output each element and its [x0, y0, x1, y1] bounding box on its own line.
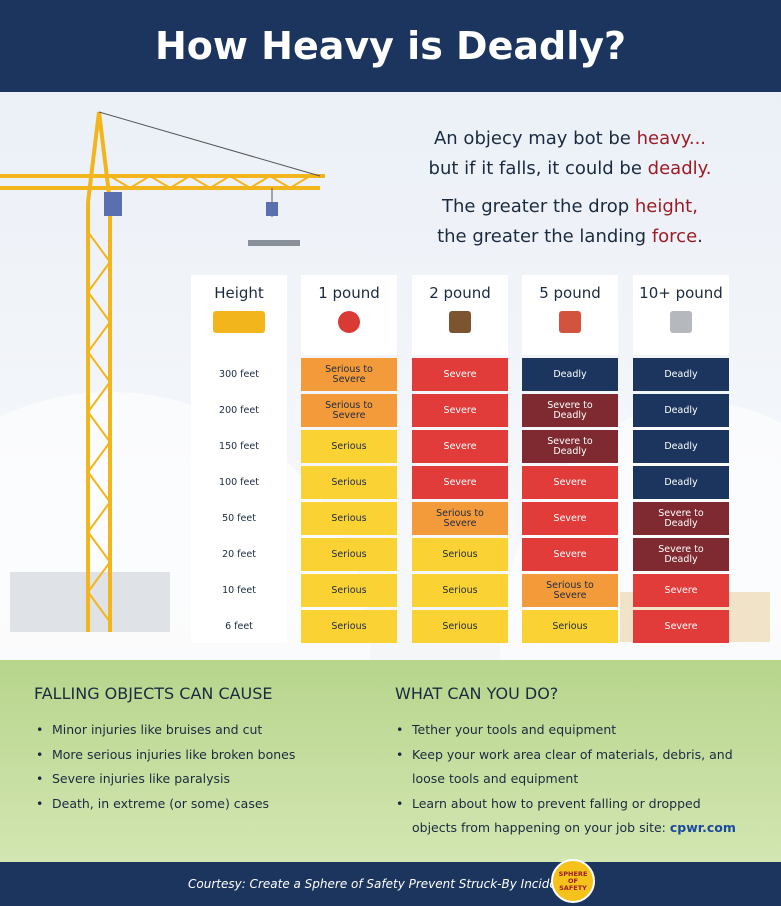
logo-text: OF [568, 877, 578, 885]
column-header: 10+ pound [633, 275, 729, 355]
cause-item: Minor injuries like bruises and cut [34, 718, 295, 743]
action-text: Learn about how to prevent falling or dr… [412, 795, 701, 836]
severity-cell: Severe [633, 574, 729, 607]
intro-text: the greater the landing [437, 226, 652, 247]
action-item: Learn about how to prevent falling or dr… [394, 792, 744, 841]
section-heading: WHAT CAN YOU DO? [395, 684, 559, 703]
link[interactable]: cpwr.com [669, 820, 736, 835]
severity-cell: Deadly [633, 430, 729, 463]
intro-text: The greater the drop [442, 196, 635, 217]
severity-cell: Severe to Deadly [633, 538, 729, 571]
section-heading: FALLING OBJECTS CAN CAUSE [34, 684, 273, 703]
intro-highlight: force [651, 226, 698, 247]
height-label: 100 feet [219, 476, 259, 488]
column-label: 5 pound [539, 284, 601, 302]
icon [213, 311, 265, 333]
footer-text: Courtesy: Create a Sphere of Safety Prev… [188, 877, 576, 891]
severity-cell: Deadly [522, 358, 618, 391]
logo: SPHERE OF SAFETY [551, 859, 595, 903]
column-label: 10+ pound [639, 284, 723, 302]
column-header: Height [191, 275, 287, 355]
severity-cell: Severe to Deadly [522, 394, 618, 427]
column-header: 1 pound [301, 275, 397, 355]
action-item: Keep your work area clear of materials, … [394, 743, 744, 792]
logo-text: SPHERE [558, 870, 588, 878]
severity-cell: Serious to Severe [301, 358, 397, 391]
action-list: Tether your tools and equipment Keep your… [394, 718, 744, 841]
severity-cell: Severe to Deadly [633, 502, 729, 535]
severity-cell: Severe [412, 466, 508, 499]
severity-cell: Deadly [633, 358, 729, 391]
severity-cell: Serious [301, 574, 397, 607]
cause-list: Minor injuries like bruises and cutMore … [34, 718, 295, 816]
column-label: 1 pound [318, 284, 380, 302]
severity-cell: Serious [412, 574, 508, 607]
severity-cell: Serious to Severe [412, 502, 508, 535]
icon [670, 311, 692, 333]
severity-cell: Severe [412, 430, 508, 463]
intro-text: . [697, 226, 703, 247]
height-label: 150 feet [219, 440, 259, 452]
intro-highlight: height, [634, 196, 698, 217]
severity-cell: Serious [301, 466, 397, 499]
severity-cell: Serious [301, 430, 397, 463]
severity-cell: Serious to Severe [522, 574, 618, 607]
icon [559, 311, 581, 333]
column-header: 2 pound [412, 275, 508, 355]
cause-item: More serious injuries like broken bones [34, 743, 295, 768]
height-label: 200 feet [219, 404, 259, 416]
severity-cell: Serious [412, 610, 508, 643]
severity-cell: Serious [301, 538, 397, 571]
severity-cell: Severe [412, 358, 508, 391]
cause-item: Death, in extreme (or some) cases [34, 792, 295, 817]
severity-cell: Severe [522, 538, 618, 571]
height-label: 6 feet [225, 620, 253, 632]
height-column-bg [191, 355, 287, 643]
cause-item: Severe injuries like paralysis [34, 767, 295, 792]
severity-cell: Serious [301, 502, 397, 535]
severity-cell: Serious [412, 538, 508, 571]
title: How Heavy is Deadly? [0, 0, 781, 92]
column-header: 5 pound [522, 275, 618, 355]
intro-highlight: deadly. [647, 158, 712, 179]
height-label: 20 feet [222, 548, 256, 560]
height-label: 50 feet [222, 512, 256, 524]
icon [449, 311, 471, 333]
severity-cell: Severe [522, 466, 618, 499]
severity-cell: Severe [412, 394, 508, 427]
severity-cell: Severe [633, 610, 729, 643]
footer: Courtesy: Create a Sphere of Safety Prev… [0, 862, 781, 906]
severity-cell: Serious [301, 610, 397, 643]
intro-text: An objecy may bot be [433, 128, 637, 149]
height-label: 10 feet [222, 584, 256, 596]
intro-highlight: heavy... [636, 128, 707, 149]
column-label: Height [214, 284, 264, 302]
severity-cell: Serious [522, 610, 618, 643]
icon [338, 311, 360, 333]
severity-cell: Deadly [633, 394, 729, 427]
severity-cell: Deadly [633, 466, 729, 499]
logo-text: SAFETY [559, 884, 587, 892]
action-text: Keep your work area clear of materials, … [412, 746, 733, 787]
height-label: 300 feet [219, 368, 259, 380]
action-text: Tether your tools and equipment [412, 722, 617, 737]
intro-text: but if it falls, it could be [428, 158, 648, 179]
intro: An objecy may bot be heavy... but if it … [380, 124, 760, 252]
severity-cell: Severe [522, 502, 618, 535]
severity-cell: Severe to Deadly [522, 430, 618, 463]
action-item: Tether your tools and equipment [394, 718, 744, 743]
column-label: 2 pound [429, 284, 491, 302]
severity-cell: Serious to Severe [301, 394, 397, 427]
